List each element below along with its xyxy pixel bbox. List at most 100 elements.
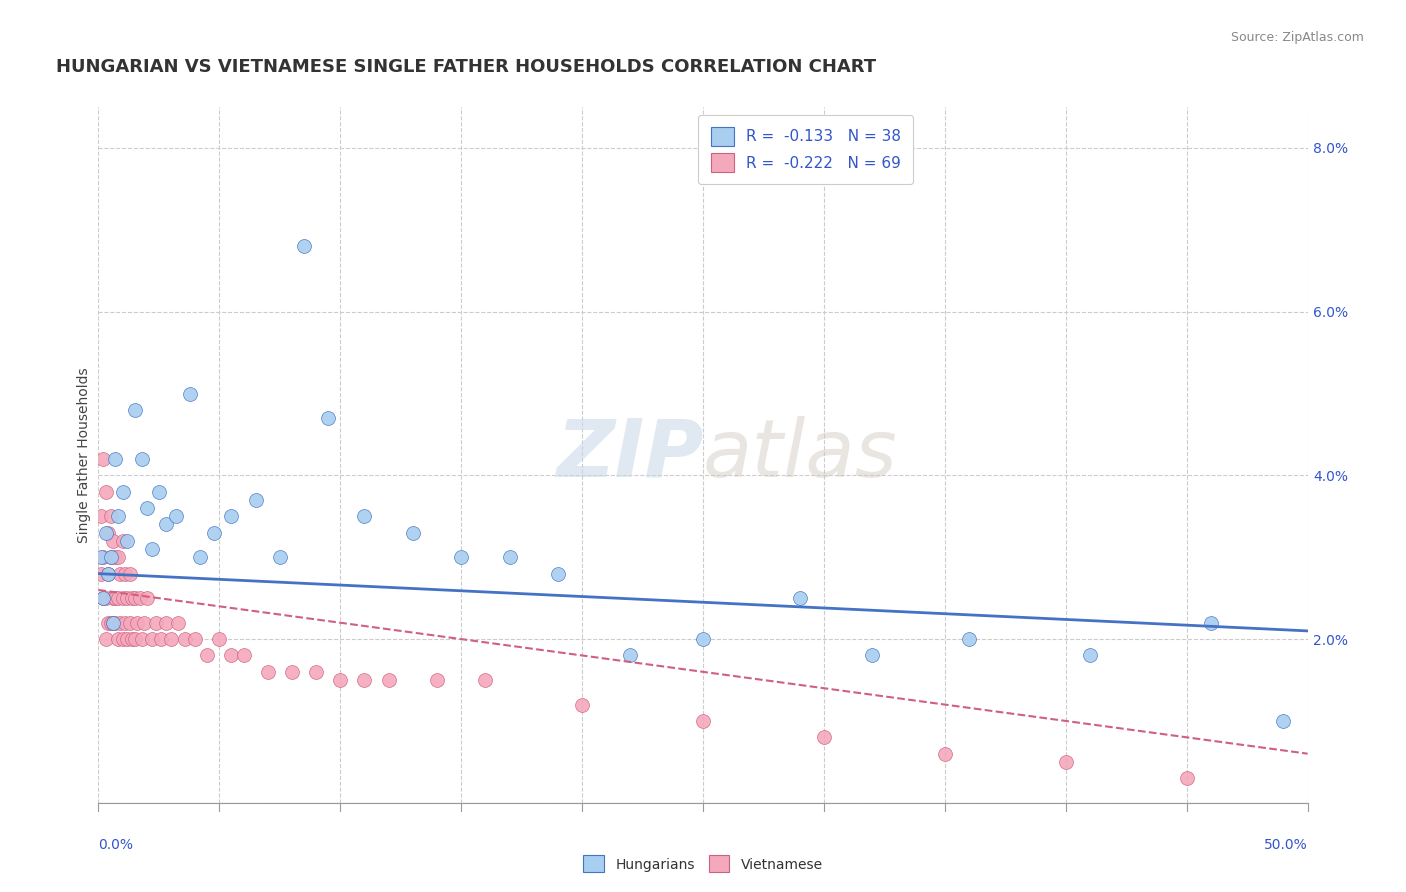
Point <box>221 648 243 663</box>
Point <box>256 665 278 679</box>
Point <box>107 550 129 565</box>
Point <box>1078 648 1101 663</box>
Point <box>101 591 124 606</box>
Point <box>934 747 956 761</box>
Point <box>108 566 131 581</box>
Point <box>124 403 146 417</box>
Point <box>571 698 593 712</box>
Point <box>104 452 127 467</box>
Point <box>547 566 569 581</box>
Point <box>208 632 231 646</box>
Point <box>91 452 114 467</box>
Point <box>118 566 141 581</box>
Point <box>100 550 122 565</box>
Point <box>94 525 117 540</box>
Point <box>97 566 120 581</box>
Y-axis label: Single Father Households: Single Father Households <box>77 368 91 542</box>
Point <box>148 484 170 499</box>
Point <box>107 632 129 646</box>
Point <box>134 615 156 630</box>
Text: ZIP: ZIP <box>555 416 703 494</box>
Point <box>160 632 183 646</box>
Point <box>692 714 714 728</box>
Point <box>813 731 835 745</box>
Point <box>114 566 136 581</box>
Point <box>91 550 114 565</box>
Point <box>165 509 187 524</box>
Point <box>292 239 315 253</box>
Point <box>204 525 226 540</box>
Point <box>117 632 139 646</box>
Point <box>104 591 127 606</box>
Point <box>124 632 146 646</box>
Text: 50.0%: 50.0% <box>1264 838 1308 852</box>
Point <box>402 525 425 540</box>
Point <box>135 591 157 606</box>
Point <box>104 615 127 630</box>
Point <box>100 509 122 524</box>
Point <box>118 615 141 630</box>
Point <box>100 550 122 565</box>
Point <box>90 566 112 581</box>
Point <box>167 615 190 630</box>
Point <box>111 632 134 646</box>
Point <box>1054 755 1077 769</box>
Point <box>619 648 641 663</box>
Point <box>91 591 114 606</box>
Point <box>353 673 375 687</box>
Point <box>316 411 339 425</box>
Point <box>155 615 177 630</box>
Point <box>860 648 883 663</box>
Point <box>145 615 167 630</box>
Text: Source: ZipAtlas.com: Source: ZipAtlas.com <box>1230 31 1364 45</box>
Point <box>124 591 146 606</box>
Point <box>1175 771 1198 785</box>
Point <box>789 591 811 606</box>
Point <box>957 632 980 646</box>
Point <box>97 615 120 630</box>
Point <box>174 632 197 646</box>
Point <box>329 673 352 687</box>
Point <box>188 550 211 565</box>
Point <box>131 452 153 467</box>
Point <box>94 484 117 499</box>
Point <box>1272 714 1295 728</box>
Point <box>450 550 472 565</box>
Point <box>281 665 304 679</box>
Legend: Hungarians, Vietnamese: Hungarians, Vietnamese <box>576 848 830 880</box>
Point <box>97 566 120 581</box>
Point <box>100 615 122 630</box>
Point <box>107 591 129 606</box>
Point <box>269 550 291 565</box>
Point <box>107 509 129 524</box>
Point <box>111 533 134 548</box>
Point <box>474 673 496 687</box>
Point <box>245 492 267 507</box>
Point <box>692 632 714 646</box>
Point <box>184 632 207 646</box>
Point <box>377 673 399 687</box>
Point <box>101 615 124 630</box>
Point <box>305 665 328 679</box>
Point <box>179 386 201 401</box>
Point <box>117 591 139 606</box>
Point <box>150 632 173 646</box>
Point <box>121 591 143 606</box>
Point <box>1199 615 1222 630</box>
Point <box>94 632 117 646</box>
Point <box>104 550 127 565</box>
Point <box>117 533 139 548</box>
Point <box>91 591 114 606</box>
Point <box>90 550 112 565</box>
Point <box>426 673 449 687</box>
Point <box>128 591 150 606</box>
Point <box>108 615 131 630</box>
Point <box>221 509 243 524</box>
Point <box>135 501 157 516</box>
Point <box>121 632 143 646</box>
Point <box>111 591 134 606</box>
Point <box>97 525 120 540</box>
Point <box>232 648 254 663</box>
Point <box>195 648 218 663</box>
Point <box>141 542 163 557</box>
